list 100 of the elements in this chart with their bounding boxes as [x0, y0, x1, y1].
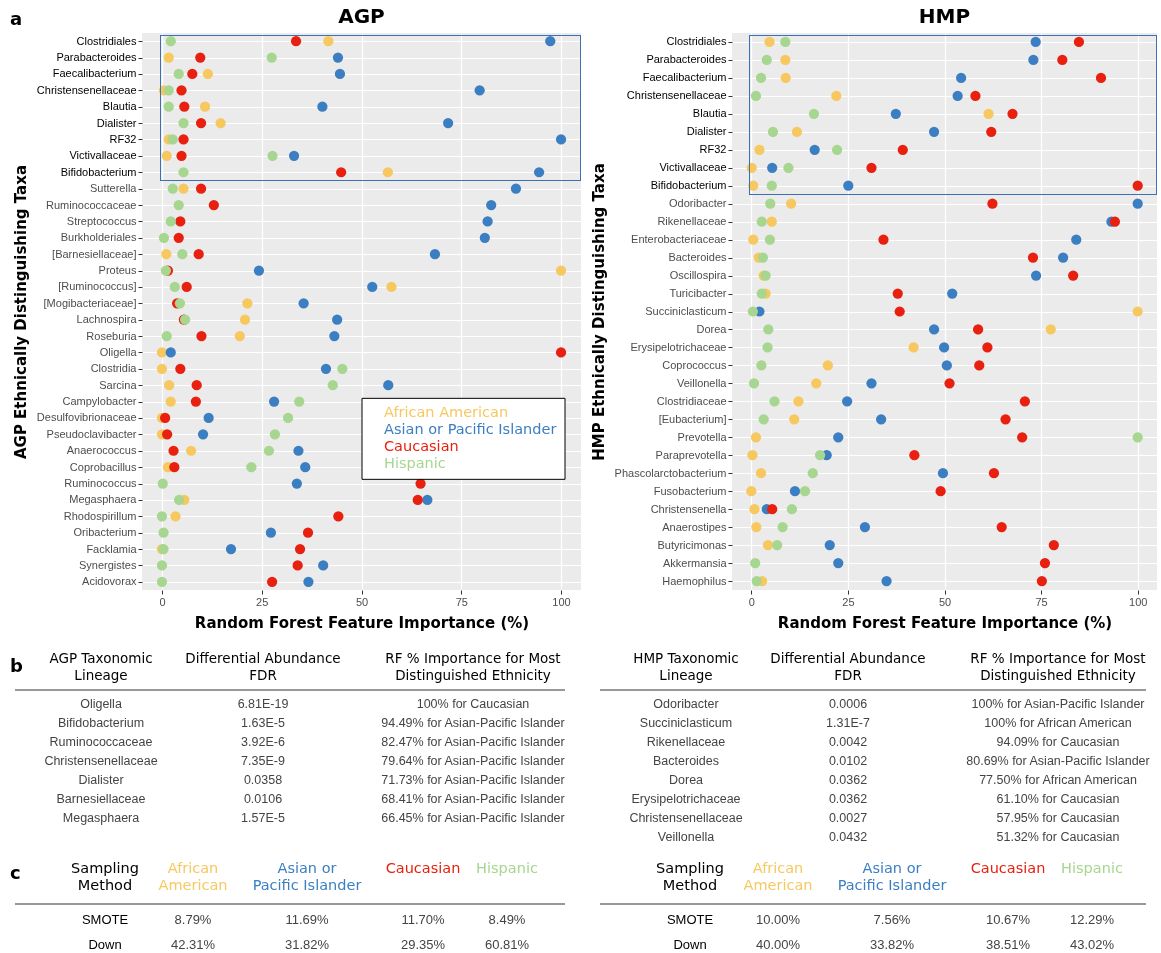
- text: 100% for Caucasian: [416, 697, 530, 711]
- y-tick-label: Megasphaera: [69, 493, 138, 506]
- text: 11.69%: [285, 912, 329, 927]
- text: 8.49%: [488, 912, 526, 927]
- text: 61.10% for Caucasian: [996, 792, 1120, 806]
- y-tick-label: Rhodospirillum: [63, 509, 137, 522]
- y-tick-label: Bacteroides: [668, 251, 727, 264]
- text: 1.31E-7: [826, 716, 870, 730]
- y-tick-label: [Barnesiellaceae]: [52, 247, 137, 260]
- text: 1.57E-5: [241, 811, 285, 825]
- category-label: Asian or Pacific Islander: [252, 860, 362, 893]
- text: 0.0042: [828, 735, 868, 749]
- category-label: RF % Importance for Most Distinguished Ethnicity: [970, 650, 1146, 683]
- y-tick-label: Coprococcus: [662, 358, 727, 371]
- y-tick-label: Erysipelotrichaceae: [630, 340, 727, 353]
- text: 57.95% for Caucasian: [996, 811, 1120, 825]
- y-tick-label: Akkermansia: [662, 556, 728, 569]
- text: Hispanic: [384, 455, 446, 472]
- text: 0.0362: [828, 792, 868, 806]
- y-tick-label: [Mogibacteriaceae]: [43, 296, 137, 309]
- text: 0.0432: [828, 830, 868, 844]
- y-tick-label: Campylobacter: [62, 395, 137, 408]
- y-tick-label: Oscillospira: [669, 269, 728, 282]
- y-tick-label: Odoribacter: [669, 197, 727, 210]
- text: Down: [673, 937, 707, 952]
- text: a: [10, 8, 23, 29]
- text: 68.41% for Asian-Pacific Islander: [381, 792, 565, 806]
- y-tick-label: RF32: [699, 143, 727, 156]
- y-tick-label: Oligella: [99, 345, 138, 358]
- category-label: AGP Taxonomic Lineage: [49, 650, 153, 683]
- y-tick-label: Clostridiales: [666, 35, 727, 48]
- category-label: RF % Importance for Most Distinguished Ethnicity: [385, 650, 561, 683]
- text: 80.69% for Asian-Pacific Islander: [966, 754, 1150, 768]
- text: 12.29%: [1069, 912, 1115, 927]
- chart-title: AGP: [338, 4, 385, 28]
- y-tick-label: Dorea: [696, 322, 728, 335]
- y-tick-label: Pseudoclavibacter: [46, 427, 137, 440]
- category-label: Asian or Pacific Islander: [837, 860, 947, 893]
- text: Barnesiellaceae: [56, 792, 146, 806]
- text: 1.63E-5: [241, 716, 285, 730]
- x-tick-label: 100: [552, 595, 571, 608]
- y-tick-label: Clostridiales: [76, 34, 137, 47]
- y-tick-label: Blautia: [102, 100, 138, 113]
- text: 0.0006: [828, 697, 868, 711]
- y-axis-title: HMP Ethnically Distinguishing Taxa: [589, 163, 608, 461]
- text: Caucasian: [384, 438, 459, 455]
- text: 100% for Asian-Pacific Islander: [971, 697, 1145, 711]
- text: 29.35%: [400, 937, 446, 952]
- y-tick-label: Butyricimonas: [657, 538, 727, 551]
- y-tick-label: Fusobacterium: [653, 484, 727, 497]
- text: b: [10, 655, 23, 676]
- y-tick-label: Phascolarctobacterium: [614, 466, 727, 479]
- y-tick-label: Dialister: [96, 116, 137, 129]
- y-tick-label: Streptococcus: [66, 214, 137, 227]
- x-tick-label: 25: [842, 595, 855, 608]
- y-tick-label: Paraprevotella: [655, 448, 728, 461]
- category-label: Hispanic: [476, 860, 538, 876]
- y-tick-label: Clostridiaceae: [656, 394, 727, 407]
- text: 0.0102: [828, 754, 868, 768]
- y-tick-label: Enterobacteriaceae: [631, 233, 727, 246]
- x-axis-title: Random Forest Feature Importance (%): [194, 613, 530, 632]
- text: 51.32% for Caucasian: [996, 830, 1120, 844]
- text: 82.47% for Asian-Pacific Islander: [381, 735, 565, 749]
- text: SMOTE: [81, 912, 129, 927]
- text: Down: [88, 937, 122, 952]
- x-tick-label: 100: [1129, 595, 1148, 608]
- y-tick-label: Bifidobacterium: [650, 179, 727, 192]
- y-tick-label: Coprobacillus: [69, 460, 137, 473]
- y-tick-label: Parabacteroides: [56, 51, 137, 64]
- y-tick-label: Blautia: [692, 107, 728, 120]
- text: 0.0106: [243, 792, 283, 806]
- y-tick-label: Ruminococcaceae: [46, 198, 137, 211]
- y-tick-label: Dialister: [686, 125, 727, 138]
- y-tick-label: Anaerostipes: [662, 520, 727, 533]
- y-tick-label: Prevotella: [677, 430, 728, 443]
- text: 3.92E-6: [241, 735, 285, 749]
- x-tick-label: 0: [748, 595, 755, 608]
- y-tick-label: Clostridia: [90, 362, 138, 375]
- chart-title: HMP: [918, 4, 971, 28]
- y-tick-label: Oribacterium: [73, 526, 137, 539]
- category-label: Caucasian: [385, 860, 461, 876]
- x-tick-label: 50: [355, 595, 369, 608]
- text: 40.00%: [755, 937, 801, 952]
- y-tick-label: Faecalibacterium: [52, 67, 137, 80]
- text: Asian or Pacific Islander: [384, 421, 557, 438]
- text: African American: [384, 404, 509, 421]
- y-tick-label: Sutterella: [90, 182, 138, 195]
- y-tick-label: Veillonella: [676, 376, 728, 389]
- text: c: [10, 862, 21, 883]
- y-tick-label: Synergistes: [79, 558, 137, 571]
- text: 94.09% for Caucasian: [996, 735, 1120, 749]
- x-tick-label: 75: [1035, 595, 1048, 608]
- y-tick-label: Christensenellaceae: [36, 83, 137, 96]
- category-label: Hispanic: [1061, 860, 1123, 876]
- text: 10.67%: [985, 912, 1031, 927]
- text: 7.56%: [873, 912, 911, 927]
- text: 60.81%: [484, 937, 530, 952]
- text: 33.82%: [869, 937, 915, 952]
- x-axis-title: Random Forest Feature Importance (%): [777, 613, 1113, 632]
- y-tick-label: Faecalibacterium: [642, 71, 727, 84]
